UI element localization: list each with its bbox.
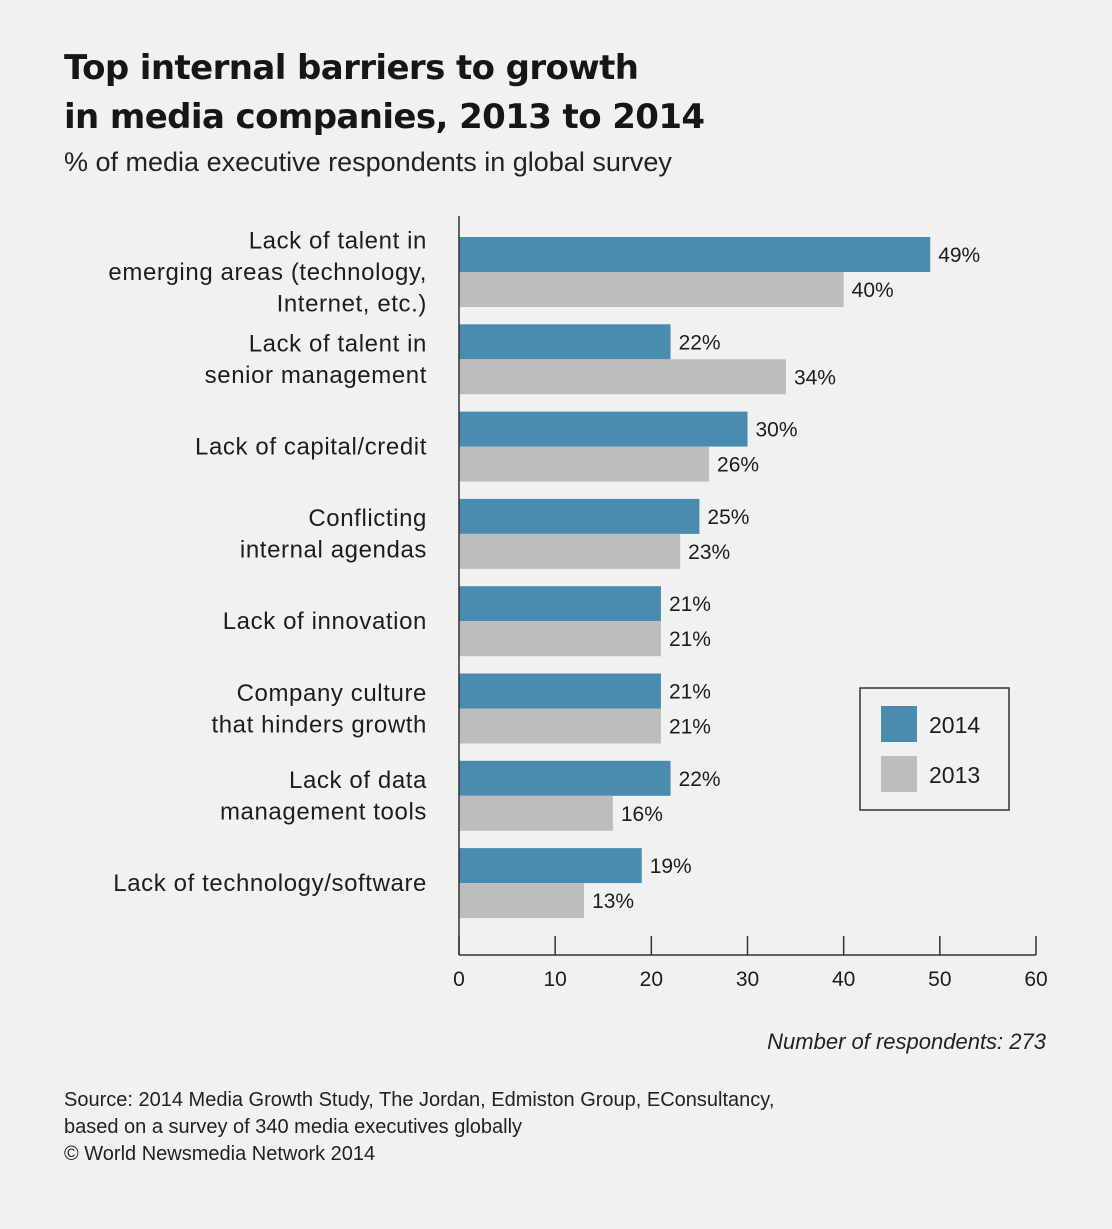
source-line-1: Source: 2014 Media Growth Study, The Jor… bbox=[64, 1089, 775, 1111]
x-tick-label: 0 bbox=[453, 968, 465, 991]
category-label: internal agendas bbox=[240, 537, 427, 564]
bar-2014 bbox=[459, 673, 661, 709]
data-label-2014: 25% bbox=[707, 506, 749, 529]
x-tick-label: 10 bbox=[543, 968, 566, 991]
category-label: management tools bbox=[220, 799, 427, 826]
bar-2014 bbox=[459, 237, 931, 272]
category-label: Lack of data bbox=[289, 767, 427, 794]
x-tick-label: 20 bbox=[640, 968, 663, 991]
bar-2014 bbox=[459, 498, 700, 534]
bar-2013 bbox=[459, 708, 661, 744]
category-label: Conflicting bbox=[308, 505, 427, 532]
bar-2013 bbox=[459, 272, 844, 307]
bar-2014 bbox=[459, 760, 671, 796]
category-label: Internet, etc.) bbox=[277, 291, 427, 318]
data-label-2013: 23% bbox=[688, 541, 730, 564]
data-label-2014: 21% bbox=[669, 681, 711, 704]
chart-subtitle: % of media executive respondents in glob… bbox=[64, 147, 672, 177]
category-label: emerging areas (technology, bbox=[108, 259, 427, 286]
category-label: Lack of talent in bbox=[249, 228, 427, 255]
x-tick-label: 50 bbox=[928, 968, 951, 991]
legend-label-2014: 2014 bbox=[929, 712, 980, 738]
respondents-note: Number of respondents: 273 bbox=[767, 1029, 1046, 1054]
data-label-2014: 22% bbox=[679, 331, 721, 354]
data-label-2013: 21% bbox=[669, 628, 711, 651]
data-label-2013: 13% bbox=[592, 890, 634, 913]
data-label-2014: 30% bbox=[756, 419, 798, 442]
data-label-2013: 16% bbox=[621, 803, 663, 826]
x-tick-label: 40 bbox=[832, 968, 855, 991]
x-tick-label: 60 bbox=[1024, 968, 1047, 991]
x-tick-label: 30 bbox=[736, 968, 759, 991]
category-label: senior management bbox=[205, 362, 427, 389]
bar-2013 bbox=[459, 533, 681, 569]
bar-2013 bbox=[459, 446, 710, 482]
category-label: Lack of technology/software bbox=[113, 870, 427, 897]
bar-2013 bbox=[459, 795, 613, 831]
category-label: Lack of innovation bbox=[223, 608, 427, 635]
data-label-2014: 21% bbox=[669, 593, 711, 616]
category-label: Lack of talent in bbox=[249, 331, 427, 358]
category-label: that hinders growth bbox=[211, 711, 427, 738]
bar-2014 bbox=[459, 324, 671, 360]
data-label-2014: 19% bbox=[650, 855, 692, 878]
data-label-2014: 49% bbox=[938, 244, 980, 267]
source-note: Source: 2014 Media Growth Study, The Jor… bbox=[64, 1087, 774, 1168]
bar-2013 bbox=[459, 883, 585, 919]
bar-2014 bbox=[459, 411, 748, 447]
bar-2014 bbox=[459, 848, 642, 884]
bar-2014 bbox=[459, 586, 661, 622]
data-label-2013: 40% bbox=[852, 279, 894, 302]
bar-2013 bbox=[459, 621, 661, 657]
legend-swatch-2013 bbox=[881, 756, 917, 792]
data-label-2013: 21% bbox=[669, 716, 711, 739]
bar-2013 bbox=[459, 359, 786, 395]
category-label: Lack of capital/credit bbox=[195, 434, 427, 461]
data-label-2013: 34% bbox=[794, 366, 836, 389]
legend-label-2013: 2013 bbox=[929, 762, 980, 788]
legend-swatch-2014 bbox=[881, 706, 917, 742]
source-line-3: © World Newsmedia Network 2014 bbox=[64, 1143, 376, 1165]
chart-title: Top internal barriers to growth in media… bbox=[64, 48, 705, 137]
legend-box bbox=[859, 687, 1010, 811]
data-label-2013: 26% bbox=[717, 454, 759, 477]
category-label: Company culture bbox=[237, 680, 427, 707]
source-line-2: based on a survey of 340 media executive… bbox=[64, 1116, 523, 1138]
data-label-2014: 22% bbox=[679, 768, 721, 791]
